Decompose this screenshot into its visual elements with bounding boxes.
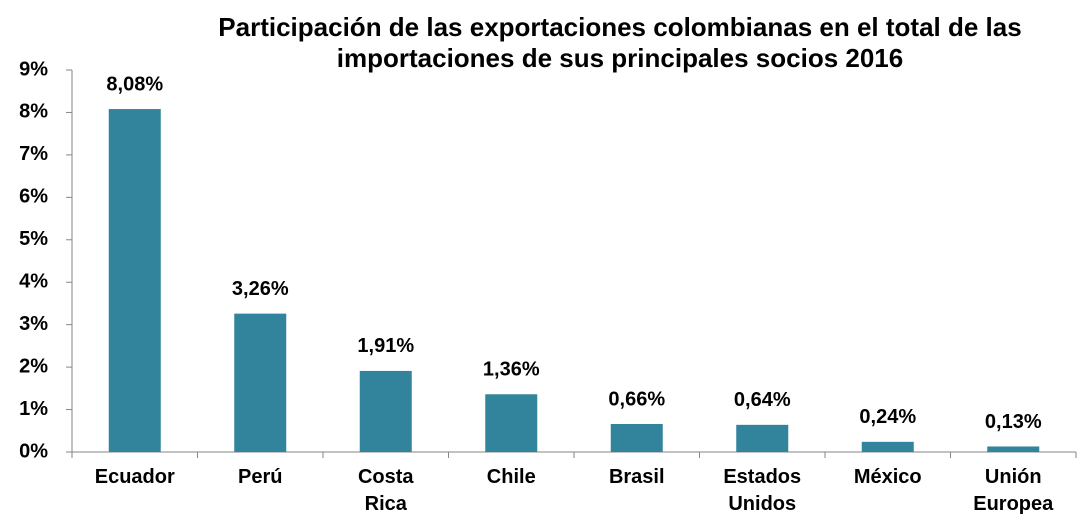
x-tick-label: Brasil [608,466,665,488]
y-tick-label: 2% [19,355,48,377]
data-label: 3,26% [232,278,289,300]
y-tick-label: 7% [19,143,48,165]
x-tick-label: Costa Rica [357,466,414,515]
data-label: 8,08% [106,73,163,95]
y-tick-label: 9% [19,58,48,80]
data-label: 1,91% [357,335,414,357]
x-tick-label: Estados Unidos [723,466,802,515]
y-tick-label: 6% [19,186,48,208]
bar [108,109,161,452]
bar [610,423,663,452]
y-tick-label: 3% [19,313,48,335]
x-tick-label: Ecuador [94,466,175,488]
y-tick-label: 4% [19,271,48,293]
bar [987,446,1040,452]
chart-title: Participación de las exportaciones colom… [218,12,1022,73]
bar [485,394,538,452]
x-tick-label: México [853,466,922,488]
bar [861,441,914,452]
data-label: 0,64% [734,389,791,411]
bar [359,370,412,452]
y-tick-label: 0% [19,440,48,462]
bar [234,313,287,452]
y-tick-label: 5% [19,228,48,250]
data-label: 1,36% [483,359,540,381]
x-tick-label: Perú [238,466,283,488]
data-label: 0,66% [608,388,665,410]
data-label: 0,24% [859,406,916,428]
x-tick-label: Chile [486,466,536,488]
y-tick-label: 1% [19,398,48,420]
x-tick-label: Unión Europea [973,466,1054,515]
y-tick-label: 8% [19,101,48,123]
bar [736,424,789,452]
data-label: 0,13% [985,411,1042,433]
